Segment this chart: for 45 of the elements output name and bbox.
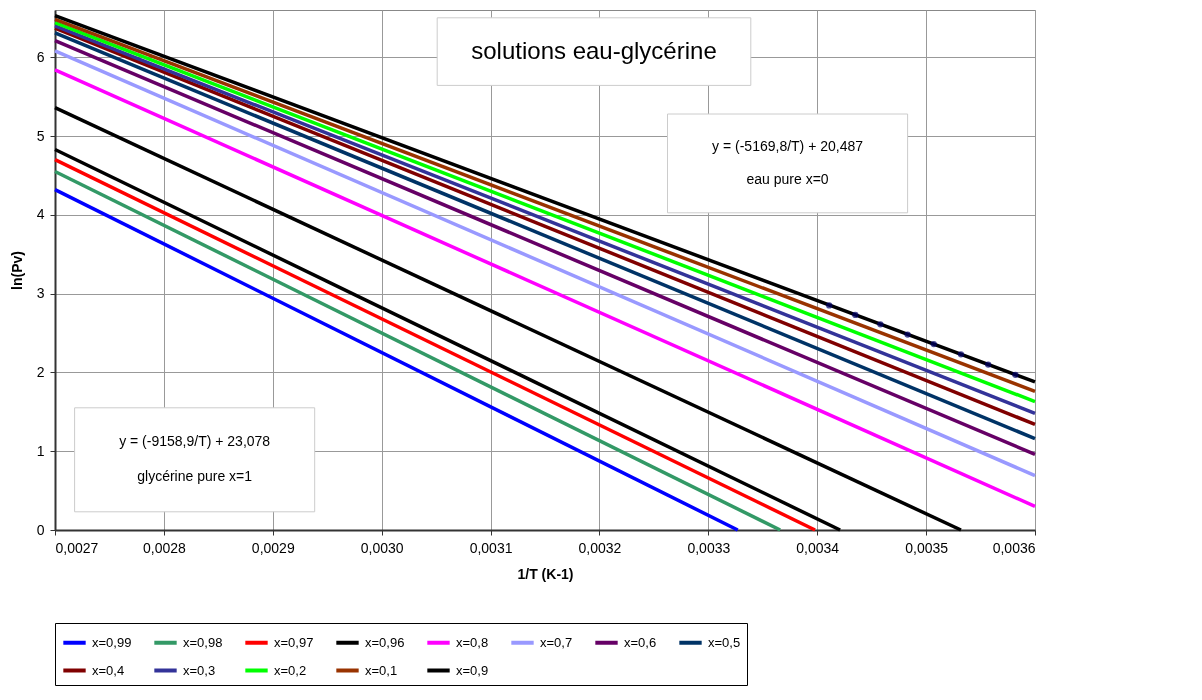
- x-tick-label: 0,0032: [578, 539, 622, 556]
- legend-label: x=0,99: [92, 634, 132, 650]
- y-tick-label: 5: [36, 127, 45, 144]
- point: [957, 351, 965, 358]
- text: solutions eau-glycérine: [471, 36, 717, 64]
- legend-label: x=0,5: [708, 634, 741, 650]
- legend-label: x=0,3: [183, 662, 216, 678]
- point: [877, 321, 884, 328]
- point: [985, 361, 992, 368]
- y-axis-title: ln(Pv): [8, 251, 25, 290]
- legend-label: x=0,9: [456, 662, 489, 678]
- legend-label: x=0,98: [183, 634, 223, 650]
- annotation: y = (-5169,8/T) + 20,487: [712, 137, 864, 154]
- legend-label: x=0,2: [274, 662, 307, 678]
- x-axis-title: 1/T (K-1): [517, 565, 574, 582]
- annotation: eau pure x=0: [746, 170, 829, 187]
- annotation: glycérine pure x=1: [137, 468, 253, 485]
- point: [826, 302, 833, 309]
- legend-label: x=0,1: [365, 662, 398, 678]
- x-tick-label: 0,0030: [360, 539, 404, 556]
- point: [1012, 371, 1019, 378]
- x-tick-label: 0,0034: [796, 539, 840, 556]
- x-tick-label: 0,0033: [687, 539, 731, 556]
- x-tick-label: 0,0029: [251, 539, 295, 556]
- y-tick-label: 4: [36, 206, 45, 223]
- point: [904, 331, 911, 338]
- y-tick-label: 0: [36, 521, 45, 538]
- legend-label: x=0,96: [365, 634, 405, 650]
- legend-label: x=0,8: [456, 634, 489, 650]
- legend-label: x=0,97: [274, 634, 314, 650]
- x-tick-label: 0,0028: [142, 539, 187, 556]
- annotation: y = (-9158,9/T) + 23,078: [119, 433, 271, 450]
- x-tick-label: 0,0035: [905, 539, 949, 556]
- legend-label: x=0,6: [624, 634, 657, 650]
- x-tick-label: 0,0036: [992, 539, 1036, 556]
- legend-label: x=0,4: [92, 662, 125, 678]
- legend-label: x=0,7: [540, 634, 573, 650]
- point: [852, 311, 859, 319]
- x-tick-label: 0,0031: [469, 539, 513, 556]
- y-tick-label: 6: [36, 48, 45, 65]
- y-tick-label: 1: [36, 442, 45, 459]
- x-tick-label: 0,0027: [55, 539, 99, 556]
- y-tick-label: 3: [36, 285, 45, 302]
- y-tick-label: 2: [36, 363, 45, 380]
- point: [930, 340, 937, 348]
